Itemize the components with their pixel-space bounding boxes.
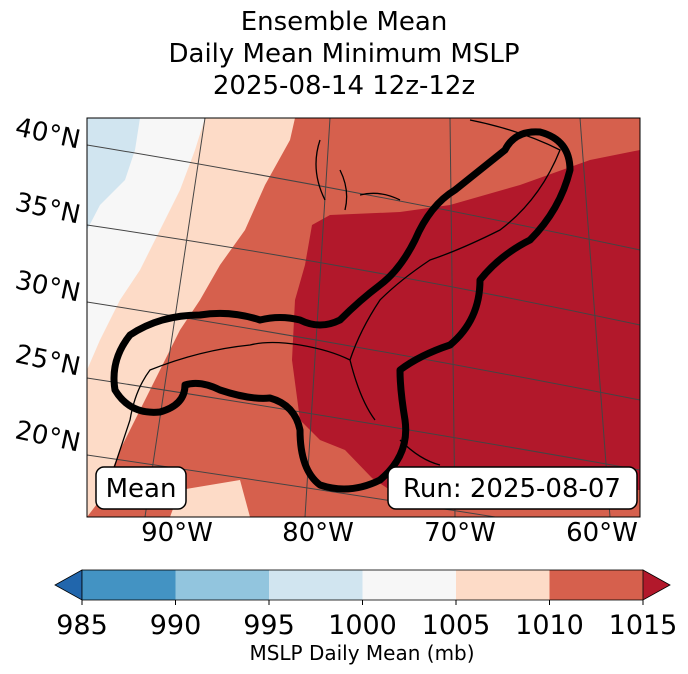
colorbar-bin <box>82 570 176 600</box>
lat-label: 30°N <box>13 266 83 309</box>
colorbar-tick-label: 990 <box>150 610 202 641</box>
lat-label: 40°N <box>13 113 83 156</box>
lat-label: 25°N <box>13 340 83 383</box>
mean-label-box <box>95 466 187 510</box>
field-1005-1010-south <box>170 480 250 517</box>
colorbar-tick-label: 985 <box>56 610 108 641</box>
coastlines <box>109 119 561 481</box>
lon-label: 80°W <box>282 518 354 548</box>
lat-label: 20°N <box>13 416 83 459</box>
colorbar-under-arrow <box>54 569 83 601</box>
colorbar-tick-label: 1005 <box>422 610 491 641</box>
map-frame <box>86 117 641 518</box>
lon-label: 70°W <box>424 518 496 548</box>
colorbar-label: MSLP Daily Mean (mb) <box>249 641 474 665</box>
run-label-box <box>387 466 638 510</box>
map-field <box>87 118 640 517</box>
colorbar-over-arrow <box>642 569 671 601</box>
title-line-3: 2025-08-14 12z-12z <box>212 71 476 101</box>
lat-label: 35°N <box>13 188 83 231</box>
lat-labels: 40°N 35°N 30°N 25°N 20°N <box>13 113 83 459</box>
field-995-1000 <box>87 118 140 230</box>
lon-label: 90°W <box>141 518 213 548</box>
colorbar-bin <box>456 570 550 600</box>
run-label: Run: 2025-08-07 <box>403 474 621 504</box>
colorbar-tick-label: 1015 <box>609 610 678 641</box>
lon-labels: 90°W 80°W 70°W 60°W <box>141 518 638 548</box>
colorbar-tick-label: 1000 <box>328 610 397 641</box>
lon-label: 60°W <box>566 518 638 548</box>
colorbar-bin <box>549 570 644 600</box>
title-line-2: Daily Mean Minimum MSLP <box>168 39 520 69</box>
colorbar: 985 990 995 1000 1005 1010 1015 <box>54 569 678 641</box>
title-line-1: Ensemble Mean <box>240 7 448 37</box>
colorbar-bin <box>175 570 270 600</box>
colorbar-bin <box>362 570 457 600</box>
colorbar-tick-label: 1010 <box>515 610 584 641</box>
mean-label: Mean <box>106 474 177 504</box>
colorbar-bin <box>269 570 363 600</box>
colorbar-tick-label: 995 <box>243 610 295 641</box>
contour-line <box>110 128 574 493</box>
